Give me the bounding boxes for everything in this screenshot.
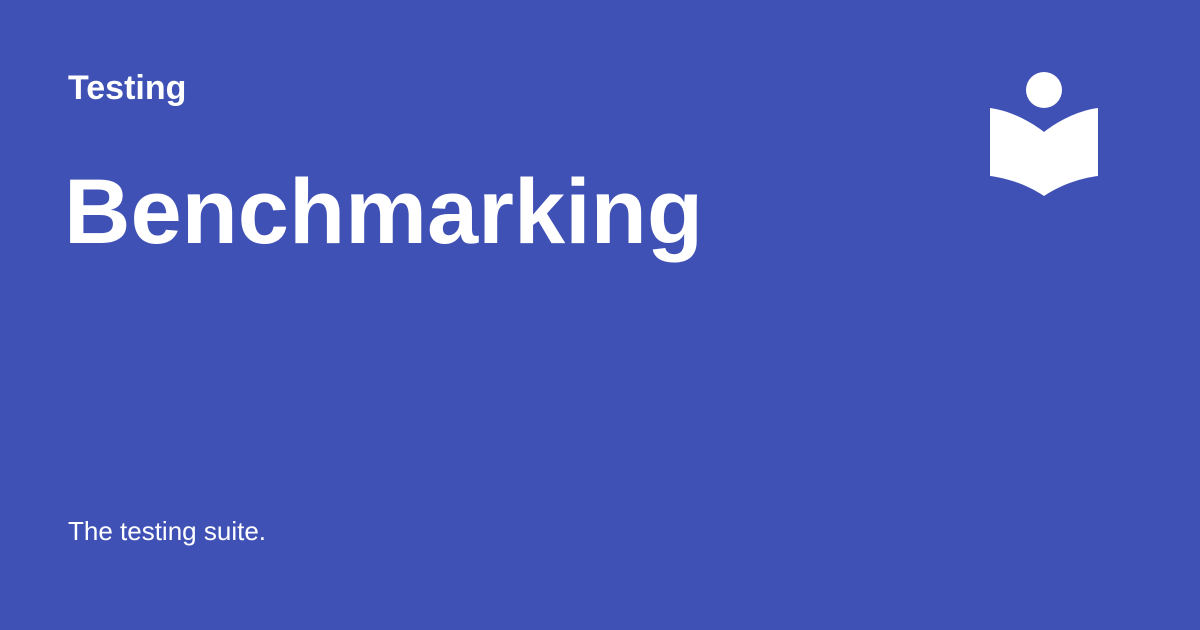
page-description: The testing suite. [68, 516, 266, 546]
reader-book-icon [988, 70, 1100, 198]
page-title: Benchmarking [64, 161, 704, 263]
section-label: Testing [68, 69, 187, 107]
